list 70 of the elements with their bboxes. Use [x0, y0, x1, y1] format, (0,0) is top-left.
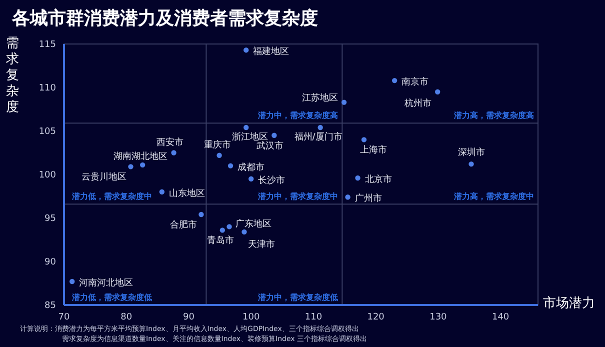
- annotation: 河南河北地区: [79, 278, 134, 289]
- chart-title: 各城市群消费潜力及消费者需求复杂度: [12, 7, 318, 30]
- y-tick-label: 90: [44, 258, 56, 268]
- point: [272, 132, 277, 138]
- x-tick-label: 70: [58, 312, 70, 322]
- x-axis-title: 市场潜力: [543, 295, 595, 312]
- annotation: 潜力低，需求复杂度中: [71, 191, 152, 202]
- x-tick-label: 100: [242, 312, 260, 322]
- point: [361, 137, 367, 142]
- annotation: 长沙市: [258, 174, 286, 186]
- annotation: 潜力中，需求复杂度中: [257, 191, 338, 202]
- point: [198, 212, 204, 218]
- annotation: 福建地区: [253, 46, 290, 58]
- annotation: 潜力中，需求复杂度低: [257, 292, 338, 302]
- y-axis-title: 需求复杂度: [6, 36, 20, 116]
- annotation: 北京市: [364, 174, 392, 185]
- point: [159, 189, 165, 194]
- point: [318, 124, 323, 130]
- point: [244, 47, 249, 53]
- x-tick-label: 140: [492, 312, 510, 322]
- y-tick-label: 115: [38, 40, 56, 50]
- annotation: 深圳市: [458, 147, 485, 158]
- annotation: 潜力高，需求复杂度高: [453, 110, 534, 120]
- annotation: 广州市: [354, 193, 382, 204]
- annotation: 南京市: [402, 76, 429, 88]
- annotation: 山东地区: [168, 188, 205, 199]
- point: [355, 175, 360, 181]
- annotation: 江苏地区: [302, 92, 338, 104]
- y-tick-label: 110: [38, 84, 56, 94]
- point: [468, 161, 474, 167]
- x-tick-label: 110: [304, 312, 322, 322]
- annotation: 成都市: [238, 162, 265, 173]
- annotation: 武汉市: [256, 140, 284, 152]
- annotation: 潜力中，需求复杂度高: [257, 110, 338, 120]
- point: [248, 176, 254, 182]
- annotation: 青岛市: [206, 235, 234, 246]
- annotation: 上海市: [360, 144, 387, 156]
- annotation: 湖南湖北地区: [114, 150, 168, 162]
- point: [70, 278, 75, 284]
- annotation: 天津市: [248, 238, 276, 250]
- point: [216, 152, 222, 158]
- x-tick-label: 80: [120, 312, 132, 322]
- annotation: 潜力低，需求复杂度低: [71, 292, 152, 302]
- annotation: 福州/厦门市: [294, 132, 342, 143]
- annotation: 重庆市: [204, 139, 231, 150]
- point: [392, 78, 398, 84]
- y-tick-label: 85: [44, 301, 56, 312]
- point: [171, 150, 176, 156]
- annotation: 广东地区: [235, 218, 272, 230]
- point: [345, 194, 350, 200]
- y-tick-label: 100: [38, 170, 56, 181]
- annotation: 潜力高，需求复杂度中: [453, 191, 534, 202]
- point: [228, 163, 234, 168]
- point: [434, 89, 440, 94]
- annotation: 云贵川地区: [82, 172, 127, 183]
- x-tick-label: 120: [367, 312, 385, 322]
- point: [244, 124, 249, 130]
- x-tick-label: 90: [183, 312, 195, 322]
- y-tick-label: 105: [38, 127, 56, 138]
- point: [341, 100, 347, 105]
- point: [220, 228, 226, 233]
- point: [226, 224, 232, 230]
- point: [242, 229, 247, 235]
- y-tick-label: 95: [44, 214, 56, 224]
- annotation: 杭州市: [404, 98, 432, 109]
- point: [128, 164, 134, 170]
- x-tick-label: 130: [430, 312, 448, 322]
- annotation: 合肥市: [170, 220, 198, 231]
- annotation: 西安市: [156, 136, 184, 148]
- point: [140, 162, 146, 168]
